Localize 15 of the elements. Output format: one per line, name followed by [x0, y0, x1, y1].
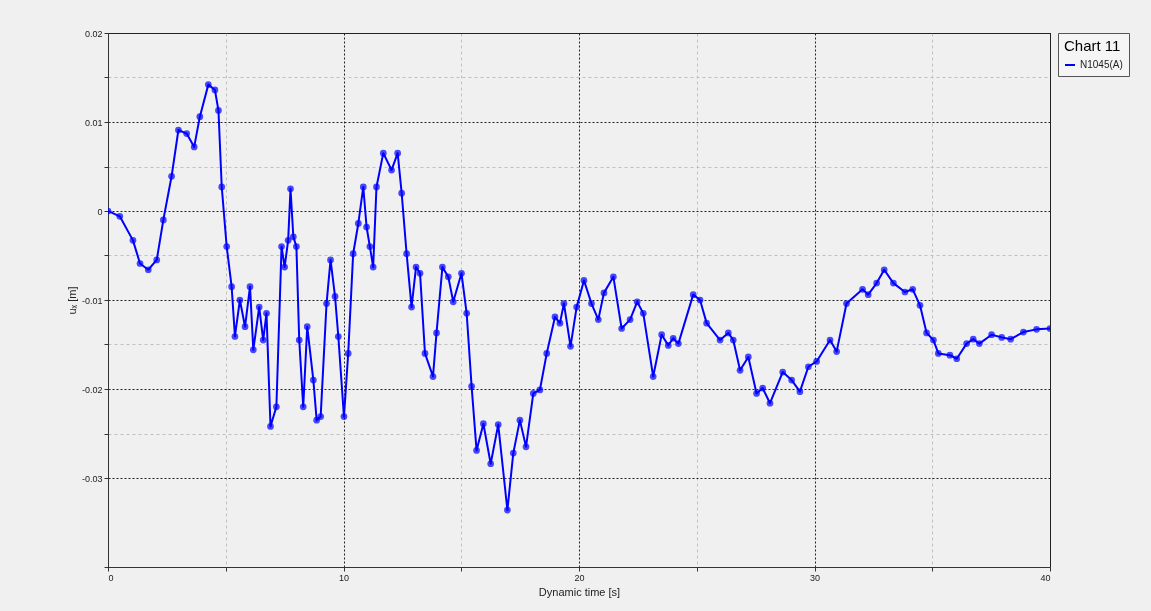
y-axis-title: uₓ [m] — [65, 286, 78, 315]
y-tick-label: 0.01 — [84, 117, 103, 128]
y-tick-label: 0.02 — [84, 28, 103, 39]
x-tick-label: 40 — [1040, 572, 1051, 583]
x-tick-label: 0 — [108, 572, 114, 583]
y-tick-label: -0.01 — [81, 295, 103, 306]
legend-title: Chart 11 — [1064, 37, 1121, 54]
y-tick-label: -0.02 — [81, 384, 103, 395]
x-tick-label: 10 — [338, 572, 350, 583]
y-tick-label: -0.03 — [81, 473, 103, 484]
y-tick-label: 0 — [97, 206, 103, 217]
x-axis-title: Dynamic time [s] — [538, 585, 621, 598]
x-tick-label: 30 — [809, 572, 821, 583]
x-tick-label: 20 — [574, 572, 585, 583]
legend-label: N1045(A) — [1080, 59, 1123, 70]
